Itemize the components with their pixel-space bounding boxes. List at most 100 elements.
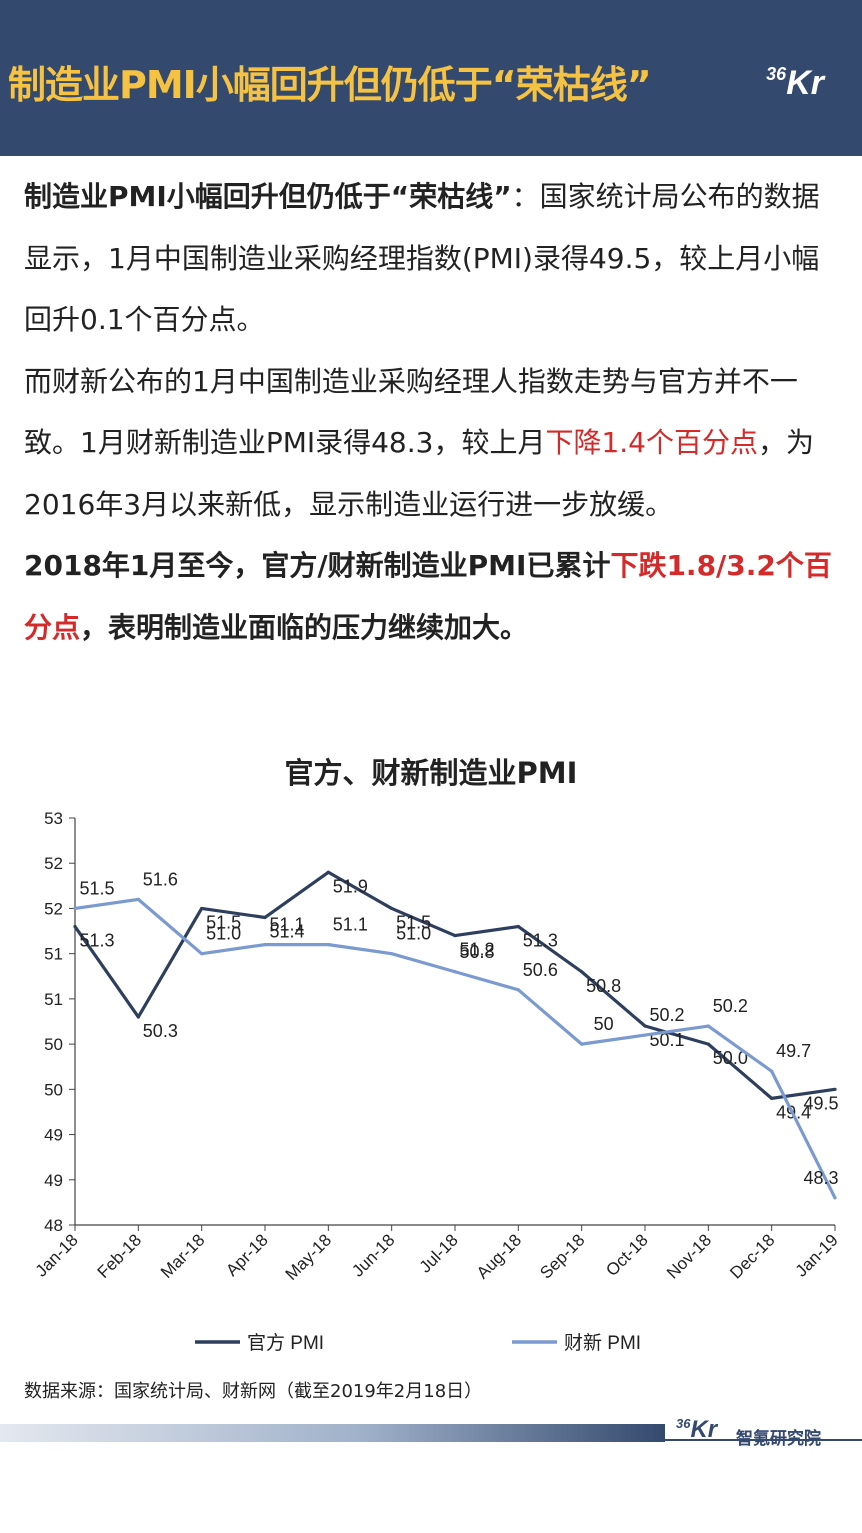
data-point xyxy=(453,933,457,938)
data-point xyxy=(263,915,267,920)
x-tick-label: Sep-18 xyxy=(536,1230,588,1282)
paragraph-2-text-b: ，为2016年3月以来新低，显示制造业运行进一步放缓。 xyxy=(24,426,815,521)
data-point xyxy=(770,1069,774,1073)
data-label: 51.6 xyxy=(143,869,178,889)
logo-text: Kr xyxy=(786,64,824,102)
y-tick-label: 50 xyxy=(44,1035,63,1054)
header-banner: 制造业PMI小幅回升但仍低于“荣枯线” 36Kr xyxy=(0,0,862,156)
y-tick-label: 52 xyxy=(44,854,63,873)
footer-gradient-bar xyxy=(0,1424,665,1442)
data-point xyxy=(200,906,204,911)
data-label: 51.2 xyxy=(459,940,494,960)
legend-label-caixin: 财新 PMI xyxy=(564,1332,641,1354)
chart-title: 官方、财新制造业PMI xyxy=(284,756,578,790)
data-point xyxy=(516,924,520,929)
footer-divider xyxy=(665,1439,862,1441)
y-tick-label: 53 xyxy=(44,809,63,828)
data-point xyxy=(833,1087,837,1091)
paragraph-3-highlight: 下跌1.8/3.2个百分点 xyxy=(24,549,832,644)
x-tick-label: Aug-18 xyxy=(473,1230,525,1282)
data-label: 51.1 xyxy=(333,915,368,935)
data-point xyxy=(73,924,77,929)
data-point xyxy=(580,970,584,974)
data-point xyxy=(770,1096,774,1100)
data-point xyxy=(326,943,330,947)
paragraph-2-text-a: 而财新公布的1月中国制造业采购经理人指数走势与官方并不一致。1月财新制造业PMI… xyxy=(24,364,798,460)
pmi-line-chart: 48 49 49 50 50 51 51 52 52 53 Jan-18 Feb-18 Mar-18 Ap… xyxy=(32,809,842,1354)
y-tick-label: 51 xyxy=(44,945,63,964)
article-body: 制造业PMI小幅回升但仍低于“荣枯线”：国家统计局公布的数据显示，1月中国制造业… xyxy=(24,166,844,658)
page-title: 制造业PMI小幅回升但仍低于“荣枯线” xyxy=(8,63,652,107)
x-tick-label: Dec-18 xyxy=(726,1230,778,1282)
paragraph-1: 制造业PMI小幅回升但仍低于“荣枯线”：国家统计局公布的数据显示，1月中国制造业… xyxy=(24,166,844,351)
data-label: 51.0 xyxy=(396,924,431,944)
data-label: 50.3 xyxy=(143,1021,178,1041)
x-tick-label: Jan-19 xyxy=(792,1230,842,1280)
x-tick-label: Jan-18 xyxy=(32,1230,82,1280)
data-point xyxy=(200,952,204,956)
data-label: 51.9 xyxy=(333,876,368,896)
paragraph-3-text-a: 2018年1月至今，官方/财新制造业PMI已累计 xyxy=(24,549,611,582)
data-label: 50.6 xyxy=(523,960,558,980)
y-tick-label: 49 xyxy=(44,1126,63,1145)
paragraph-1-rest: ：国家统计局公布的数据显示，1月中国制造业采购经理指数(PMI)录得49.5，较… xyxy=(24,180,820,336)
data-point xyxy=(706,1042,710,1046)
data-point xyxy=(453,970,457,974)
paragraph-2: 而财新公布的1月中国制造业采购经理人指数走势与官方并不一致。1月财新制造业PMI… xyxy=(24,351,844,536)
data-label: 50.1 xyxy=(649,1030,684,1050)
data-label: 51.3 xyxy=(523,931,558,951)
footer-logo-number: 36 xyxy=(676,1416,691,1431)
data-point xyxy=(643,1033,647,1037)
data-point xyxy=(73,906,77,911)
data-label: 51.5 xyxy=(79,878,114,898)
data-label: 51.5 xyxy=(396,912,431,932)
data-label: 50 xyxy=(594,1014,614,1034)
data-label: 50.8 xyxy=(459,942,494,962)
x-tick-label: Oct-18 xyxy=(602,1230,652,1280)
footer-logo-text: Kr xyxy=(690,1416,718,1443)
paragraph-3-text-b: ，表明制造业面临的压力继续加大。 xyxy=(80,610,529,644)
footer-institute-name: 智氪研究院 xyxy=(736,1429,821,1449)
x-tick-label: Jul-18 xyxy=(416,1230,462,1276)
y-tick-label: 49 xyxy=(44,1171,63,1190)
data-point xyxy=(516,988,520,992)
x-tick-label: May-18 xyxy=(282,1230,336,1284)
logo-number: 36 xyxy=(766,64,787,84)
y-tick-label: 48 xyxy=(44,1216,63,1235)
data-label: 51.3 xyxy=(79,931,114,951)
y-tick-label: 52 xyxy=(44,899,63,918)
data-point xyxy=(136,1015,140,1019)
data-label: 50.2 xyxy=(649,1005,684,1025)
y-tick-label: 51 xyxy=(44,990,63,1009)
data-point xyxy=(833,1196,837,1200)
x-tick-label: Jun-18 xyxy=(348,1230,398,1280)
paragraph-2-highlight: 下降1.4个百分点 xyxy=(545,426,758,459)
x-tick-label: Feb-18 xyxy=(94,1230,146,1282)
data-point xyxy=(390,906,394,911)
data-source-note: 数据来源：国家统计局、财新网（截至2019年2月18日） xyxy=(24,1381,483,1402)
data-label: 51.4 xyxy=(269,921,304,941)
data-label: 50.2 xyxy=(713,996,748,1016)
x-tick-label: Apr-18 xyxy=(222,1230,272,1280)
data-label: 51.0 xyxy=(206,924,241,944)
data-label: 48.3 xyxy=(803,1168,838,1188)
footer-brand-logo: 36Kr xyxy=(676,1416,717,1444)
data-point xyxy=(706,1024,710,1028)
data-label: 49.5 xyxy=(803,1093,838,1113)
data-point xyxy=(580,1042,584,1046)
y-tick-label: 50 xyxy=(44,1080,63,1099)
x-tick-label: Mar-18 xyxy=(157,1230,209,1282)
data-point xyxy=(263,943,267,947)
data-point xyxy=(643,1024,647,1028)
brand-logo: 36Kr xyxy=(766,64,824,103)
paragraph-1-lead: 制造业PMI小幅回升但仍低于“荣枯线” xyxy=(24,180,512,213)
data-label: 49.7 xyxy=(776,1041,811,1061)
data-label: 51.1 xyxy=(269,915,304,935)
data-label: 50.8 xyxy=(586,976,621,996)
legend-label-official: 官方 PMI xyxy=(247,1332,324,1354)
paragraph-3: 2018年1月至今，官方/财新制造业PMI已累计下跌1.8/3.2个百分点，表明… xyxy=(24,535,844,658)
data-point xyxy=(326,870,330,874)
data-point xyxy=(136,897,140,901)
x-tick-label: Nov-18 xyxy=(663,1230,715,1282)
data-label: 50.0 xyxy=(713,1048,748,1068)
